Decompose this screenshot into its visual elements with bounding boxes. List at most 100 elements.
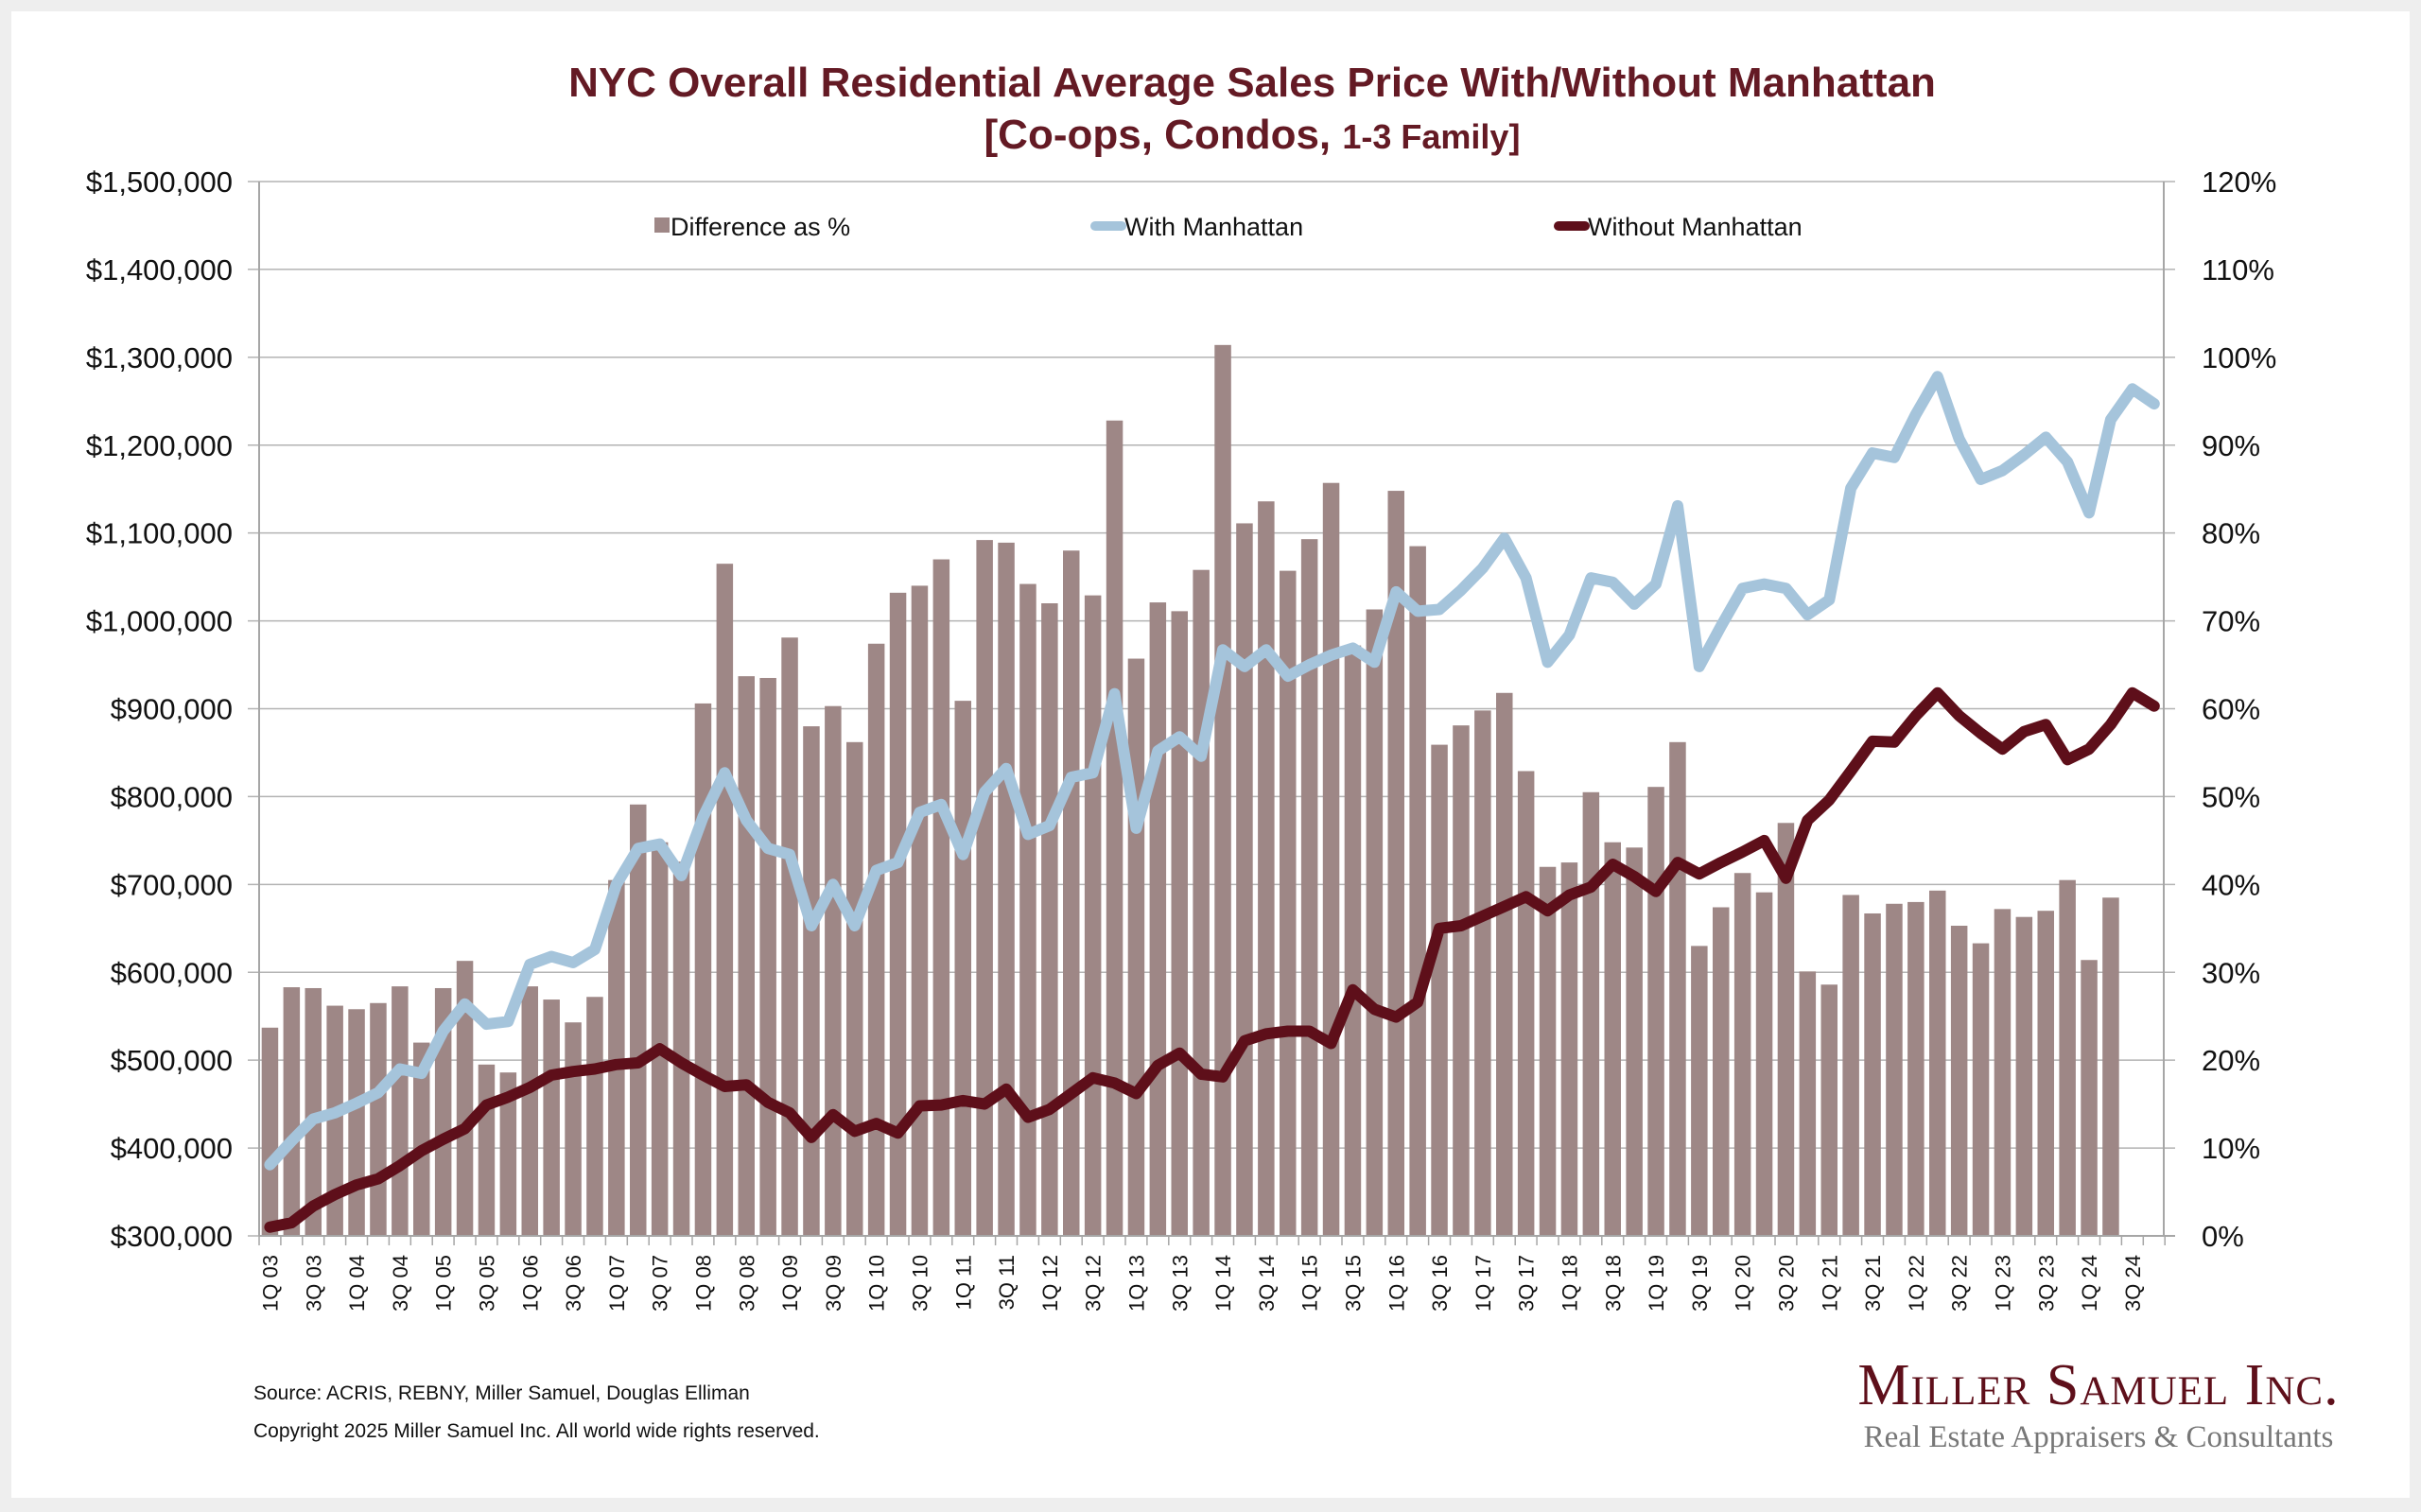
bar-difference-pct [759,677,776,1236]
y-left-tick-label: $1,000,000 [86,605,233,638]
y-right-tick-label: 30% [2202,956,2260,989]
y-right-tick-label: 40% [2202,868,2260,901]
bar-difference-pct [1453,725,1470,1236]
line-series [264,371,2160,1233]
x-tick-label: 1Q 21 [1818,1255,1841,1312]
bar-difference-pct [392,986,409,1236]
bar-difference-pct [413,1042,430,1236]
y-left-tick-label: $300,000 [111,1220,233,1253]
chart-subtitle-small: 1-3 Family] [1342,117,1520,156]
legend-label: Without Manhattan [1588,213,1803,241]
bar-difference-pct [672,861,690,1236]
bar-difference-pct [370,1002,387,1236]
y-right-tick-label: 0% [2202,1220,2244,1253]
chart-title: NYC Overall Residential Average Sales Pr… [568,60,1936,106]
bar-difference-pct [1907,901,1925,1236]
y-left-tick-label: $900,000 [111,693,233,726]
bar-difference-pct [478,1064,496,1236]
y-left-tick-label: $700,000 [111,868,233,901]
bar-difference-pct [1300,539,1318,1236]
bar-difference-pct [867,643,885,1236]
x-tick-label: 1Q 05 [432,1255,456,1312]
bar-difference-pct [846,741,863,1236]
bar-difference-pct [261,1027,279,1236]
bar-difference-pct [1019,583,1036,1236]
bar-difference-pct [1322,482,1340,1236]
bar-difference-pct [521,986,538,1236]
bar-difference-pct [1560,862,1578,1236]
x-tick-label: 1Q 15 [1298,1255,1322,1312]
legend-item: Without Manhattan [1554,213,1803,241]
bar-difference-pct [1193,569,1210,1236]
bar-difference-pct [651,842,669,1236]
x-tick-label: 1Q 16 [1385,1255,1408,1312]
x-tick-label: 3Q 21 [1861,1255,1885,1312]
line-with-manhattan [264,371,2160,1171]
bar-difference-pct [1539,866,1557,1236]
bar-difference-pct [738,676,755,1236]
x-tick-label: 1Q 06 [518,1255,542,1312]
y-right-tick-label: 50% [2202,780,2260,813]
legend-item: Difference as % [654,213,850,241]
bar-difference-pct [1972,943,1990,1236]
bar-difference-pct [694,703,712,1236]
bar-difference-pct [2059,879,2076,1236]
bar-difference-pct [1994,909,2012,1236]
x-tick-label: 3Q 11 [995,1255,1019,1310]
bar-difference-pct [1517,771,1535,1236]
bar-difference-pct [543,999,560,1236]
legend-item: With Manhattan [1090,213,1303,241]
y-right-tick-label: 110% [2202,253,2274,287]
x-tick-label: 3Q 05 [475,1255,498,1312]
y-left-tick-label: $800,000 [111,780,233,813]
bar-difference-pct [1149,602,1167,1236]
bar-difference-pct [608,879,625,1236]
y-left-tick-label: $600,000 [111,956,233,989]
copyright-note: Copyright 2025 Miller Samuel Inc. All wo… [253,1420,820,1442]
x-tick-label: 3Q 23 [2034,1255,2058,1312]
bar-difference-pct [1431,744,1448,1236]
bar-difference-pct [2102,897,2119,1236]
x-tick-label: 3Q 18 [1601,1255,1625,1312]
x-tick-label: 1Q 18 [1558,1255,1581,1312]
bar-difference-pct [998,542,1015,1236]
bar-difference-pct [1258,501,1275,1236]
bar-difference-pct [781,637,798,1236]
bar-difference-pct [1755,892,1773,1236]
x-tick-label: 1Q 11 [951,1255,975,1310]
bar-difference-pct [2015,916,2033,1236]
bar-difference-pct [305,987,322,1236]
x-tick-label: 1Q 20 [1732,1255,1755,1312]
bar-difference-pct [825,705,842,1236]
y-right-tick-label: 80% [2202,517,2260,550]
bar-difference-pct [1777,823,1795,1236]
bar-difference-pct [1127,658,1145,1236]
bar-difference-pct [1344,645,1362,1236]
bar-difference-pct [2081,960,2098,1236]
chart-subtitle: [Co-ops, Condos, 1-3 Family] [984,112,1521,158]
bar-difference-pct [2037,911,2054,1236]
y-left-tick-label: $1,100,000 [86,517,233,550]
x-tick-label: 3Q 17 [1515,1255,1539,1312]
bar-difference-pct [716,564,734,1236]
y-right-tick-label: 100% [2202,341,2276,374]
legend-label: With Manhattan [1124,213,1303,241]
x-tick-label: 3Q 09 [822,1255,845,1312]
x-tick-label: 3Q 22 [1948,1255,1972,1312]
x-tick-label: 1Q 22 [1905,1255,1928,1312]
bar-difference-pct [1409,546,1426,1236]
chart-card: NYC Overall Residential Average Sales Pr… [11,11,2410,1498]
x-tick-label: 1Q 24 [2078,1255,2101,1312]
x-tick-label: 3Q 13 [1168,1255,1192,1312]
bar-difference-pct [1214,344,1231,1236]
x-tick-label: 3Q 07 [649,1255,672,1312]
y-right-tick-label: 20% [2202,1044,2260,1077]
y-right-tick-label: 60% [2202,693,2260,726]
chart: NYC Overall Residential Average Sales Pr… [86,60,2276,1312]
bar-difference-pct [1691,946,1708,1236]
y-left-tick-label: $400,000 [111,1132,233,1165]
bar-difference-pct [630,804,647,1236]
bar-difference-pct [1799,971,1817,1236]
x-tick-label: 3Q 14 [1255,1255,1279,1312]
bar-difference-pct [565,1022,582,1236]
